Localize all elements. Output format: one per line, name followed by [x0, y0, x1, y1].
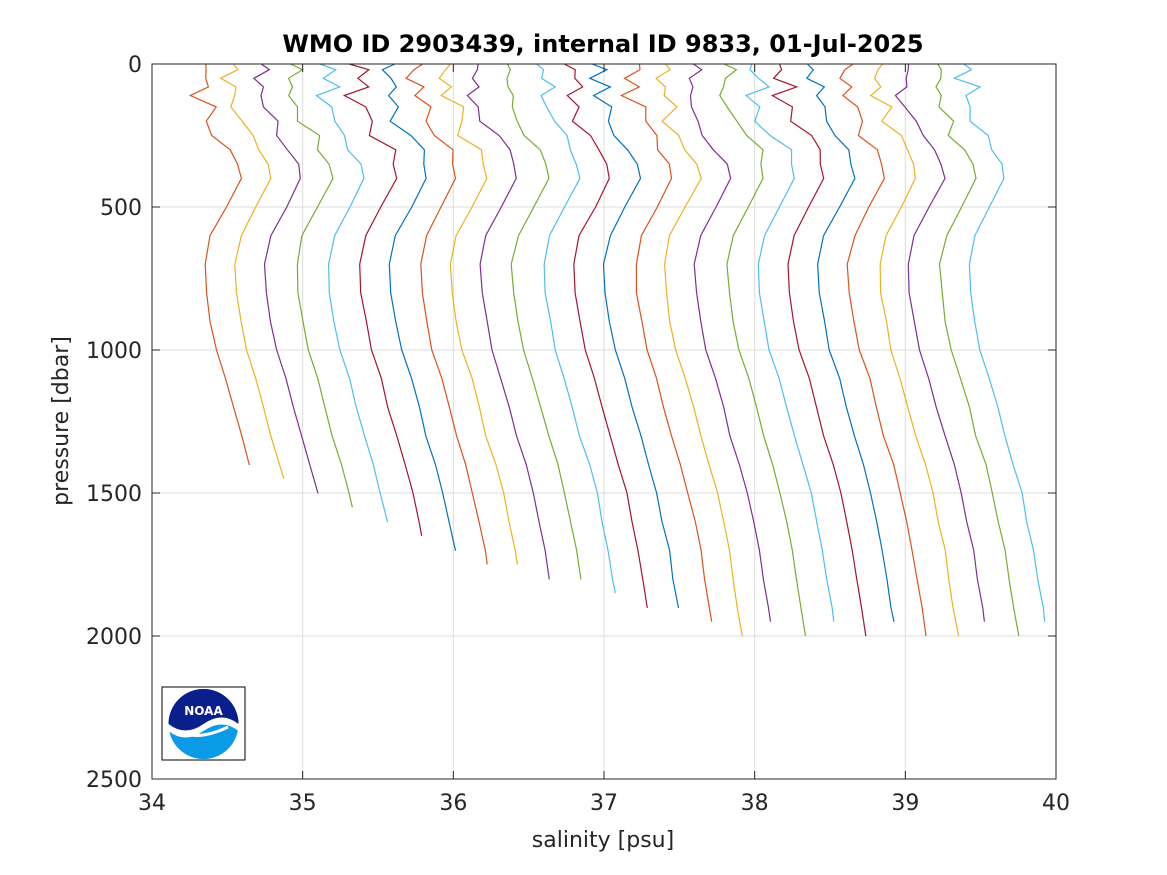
salinity-profile-line	[744, 63, 835, 622]
salinity-profile-line	[342, 63, 423, 537]
axes: 34 35 36 37 38 39 40 0 500 1000 1500 2000 2500	[86, 53, 1070, 816]
salinity-profile-line	[405, 63, 488, 565]
salinity-profile-line	[952, 63, 1046, 622]
salinity-profile-line	[466, 63, 550, 580]
y-tick-label: 2500	[86, 768, 142, 793]
y-axis-label: pressure [dbar]	[49, 336, 74, 506]
salinity-profile-line	[839, 63, 927, 637]
chart-title: WMO ID 2903439, internal ID 9833, 01-Jul…	[282, 30, 923, 58]
salinity-profile-line	[770, 63, 867, 637]
salinity-profile-line	[655, 63, 743, 637]
salinity-profile-line	[252, 63, 319, 494]
salinity-profile-line	[688, 63, 772, 622]
salinity-profile-line	[315, 63, 389, 523]
logo-text: NOAA	[184, 704, 223, 718]
salinity-profile-line	[287, 63, 353, 508]
salinity-profile-line	[619, 63, 713, 622]
x-tick-label: 40	[1042, 791, 1070, 816]
logo-wave	[168, 717, 239, 738]
logo-gull	[185, 725, 229, 737]
salinity-profile-line	[869, 63, 960, 637]
x-tick-label: 38	[741, 791, 769, 816]
x-tick-label: 37	[590, 791, 618, 816]
x-tick-label: 36	[439, 791, 467, 816]
salinity-profile-line	[536, 63, 616, 594]
x-tick-label: 39	[891, 791, 919, 816]
x-tick-label: 34	[138, 791, 166, 816]
noaa-logo: NOAA	[161, 686, 246, 761]
salinity-profile-line	[438, 63, 518, 565]
logo-circle-navy	[168, 689, 239, 731]
salinity-profile-line	[506, 63, 582, 580]
x-tick-label: 35	[289, 791, 317, 816]
salinity-profile-line	[805, 63, 895, 622]
salinity-profile-line	[935, 63, 1020, 637]
y-tick-label: 2000	[86, 625, 142, 650]
salinity-profile-line	[894, 63, 985, 622]
salinity-profile-line	[719, 63, 807, 637]
salinity-profile-line	[588, 63, 680, 608]
salinity-profile-line	[219, 63, 285, 479]
salinity-profile-line	[564, 63, 648, 608]
salinity-profile-line	[188, 63, 250, 465]
y-tick-label: 0	[128, 53, 142, 78]
y-tick-label: 500	[100, 196, 142, 221]
y-tick-label: 1000	[86, 339, 142, 364]
salinity-profile-line	[381, 63, 457, 551]
x-axis-label: salinity [psu]	[532, 828, 674, 853]
series-group	[188, 63, 1046, 637]
y-tick-label: 1500	[86, 482, 142, 507]
